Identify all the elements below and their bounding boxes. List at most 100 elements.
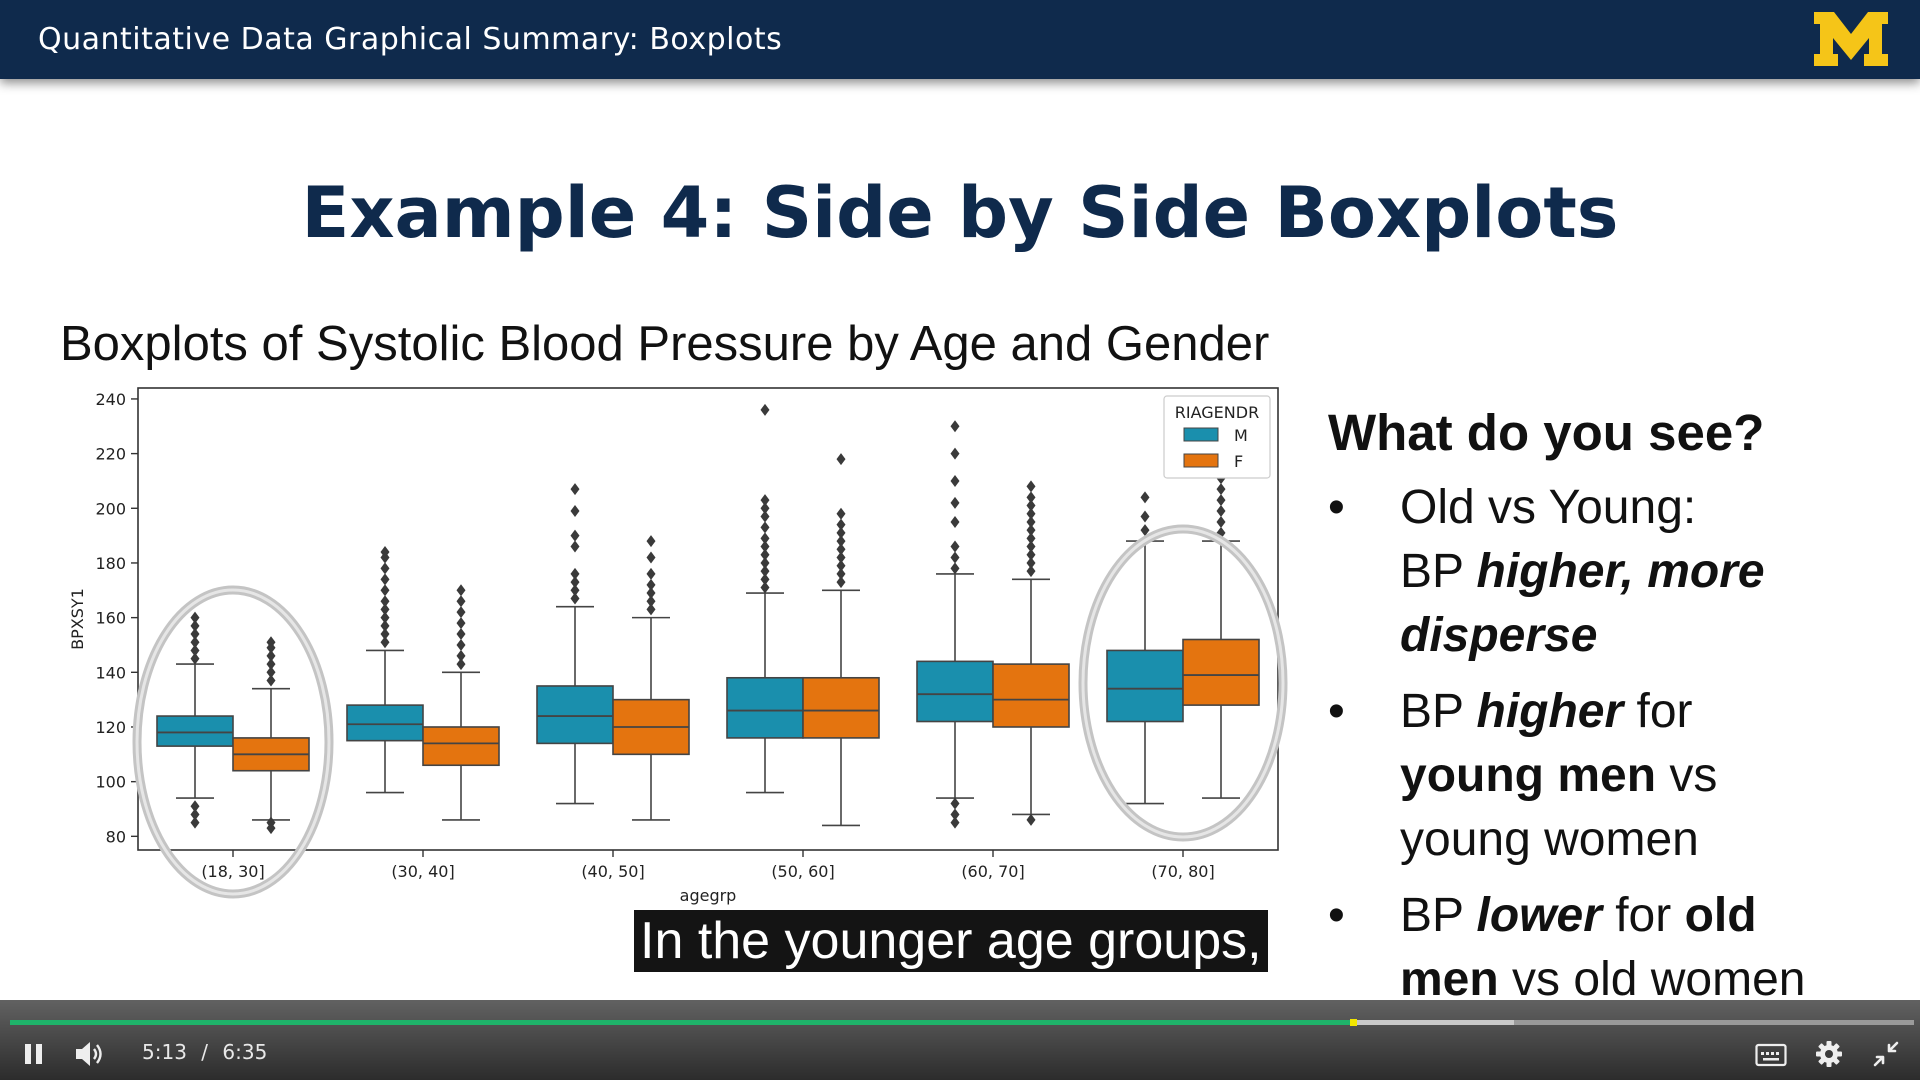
- logo-m-shape: [1814, 12, 1888, 66]
- captions-icon[interactable]: [1755, 1043, 1787, 1067]
- outlier-point: [760, 510, 770, 523]
- outlier-point: [570, 505, 580, 518]
- box-f-2: [612, 535, 690, 821]
- outlier-point: [570, 529, 580, 542]
- header-title: Quantitative Data Graphical Summary: Box…: [38, 22, 783, 57]
- box-f-3: [802, 453, 880, 827]
- outlier-point: [646, 603, 656, 616]
- x-tick-label: (60, 70]: [961, 862, 1024, 881]
- outlier-point: [1026, 540, 1036, 553]
- outlier-point: [456, 584, 466, 597]
- outlier-point: [950, 515, 960, 528]
- bullet-2-bold: young men: [1400, 749, 1657, 802]
- y-tick-label: 200: [95, 499, 126, 518]
- observation-bullet-1: • Old vs Young: BP higher, more disperse: [1328, 476, 1908, 668]
- box-f-1: [422, 584, 500, 821]
- y-tick-label: 80: [106, 827, 126, 846]
- outlier-point: [760, 548, 770, 561]
- seek-bar-thumb[interactable]: [1350, 1019, 1358, 1026]
- slide-title: Example 4: Side by Side Boxplots: [301, 172, 1619, 254]
- bullet-2-emphasis: higher: [1476, 685, 1624, 738]
- box-iqr: [802, 676, 880, 739]
- legend-swatch-m: [1183, 427, 1219, 442]
- settings-icon[interactable]: [1815, 1040, 1843, 1068]
- y-tick-label: 140: [95, 663, 126, 682]
- outlier-point: [950, 808, 960, 821]
- outlier-point: [190, 628, 200, 641]
- outlier-point: [380, 603, 390, 616]
- outlier-point: [570, 592, 580, 605]
- outlier-point: [760, 581, 770, 594]
- y-axis: 80 100 120 140 160 180 200 220 240: [95, 390, 138, 846]
- box-iqr: [992, 663, 1070, 728]
- observation-bullet-2: • BP higher for young men vs young women: [1328, 680, 1908, 872]
- player-controls-bar: [0, 1000, 1920, 1080]
- bullet-2-line-1: BP higher for: [1400, 680, 1908, 744]
- x-tick-label: (40, 50]: [581, 862, 644, 881]
- current-time: 5:13: [142, 1040, 187, 1064]
- outlier-point: [1140, 491, 1150, 504]
- video-caption: In the younger age groups,: [634, 910, 1268, 972]
- pause-icon[interactable]: [22, 1042, 46, 1066]
- legend-title: RIAGENDR: [1175, 403, 1259, 422]
- outlier-point: [190, 816, 200, 829]
- box-iqr: [156, 715, 234, 747]
- box-iqr: [1106, 649, 1184, 723]
- legend-swatch-f: [1183, 453, 1219, 468]
- box-series: [156, 403, 1260, 835]
- y-tick-label: 180: [95, 554, 126, 573]
- x-tick-label: (18, 30]: [201, 862, 264, 881]
- seek-bar[interactable]: [10, 1019, 1914, 1026]
- bullet-3-bold: old: [1684, 889, 1757, 942]
- bullet-3-text-2: for: [1601, 889, 1685, 942]
- observations-question: What do you see?: [1328, 404, 1765, 461]
- outlier-point: [456, 649, 466, 662]
- duration: 6:35: [222, 1040, 268, 1064]
- outlier-point: [266, 658, 276, 671]
- bullet-dot: •: [1328, 889, 1345, 942]
- y-tick-label: 240: [95, 390, 126, 409]
- outlier-point: [760, 403, 770, 416]
- outlier-point: [836, 535, 846, 548]
- outlier-point: [1216, 505, 1226, 518]
- outlier-point: [950, 551, 960, 564]
- outlier-point: [190, 800, 200, 813]
- outlier-point: [570, 576, 580, 589]
- outlier-point: [190, 611, 200, 624]
- outlier-point: [380, 546, 390, 559]
- box-iqr: [346, 704, 424, 742]
- outlier-point: [570, 483, 580, 496]
- outlier-point: [760, 521, 770, 534]
- volume-icon[interactable]: [74, 1040, 106, 1068]
- outlier-point: [836, 453, 846, 466]
- outlier-point: [1140, 524, 1150, 537]
- outlier-point: [266, 822, 276, 835]
- outlier-point: [836, 526, 846, 539]
- outlier-point: [950, 474, 960, 487]
- box-f-4: [992, 480, 1070, 826]
- x-tick-label: (30, 40]: [391, 862, 454, 881]
- exit-fullscreen-icon[interactable]: [1873, 1041, 1899, 1067]
- box-iqr: [536, 685, 614, 745]
- bullet-1-emphasis: higher, more: [1476, 545, 1765, 598]
- outlier-point: [1026, 507, 1036, 520]
- box-f-5: [1182, 472, 1260, 799]
- outlier-point: [266, 666, 276, 679]
- outlier-point: [836, 567, 846, 580]
- outlier-point: [1026, 556, 1036, 569]
- outlier-point: [836, 576, 846, 589]
- time-separator: /: [201, 1040, 209, 1064]
- legend-label-f: F: [1234, 452, 1243, 471]
- outlier-point: [1140, 510, 1150, 523]
- outlier-point: [950, 496, 960, 509]
- bullet-3-text: BP: [1400, 889, 1477, 942]
- outlier-point: [950, 562, 960, 575]
- y-tick-label: 100: [95, 773, 126, 792]
- box-iqr: [1182, 638, 1260, 706]
- box-m-2: [536, 483, 614, 805]
- outlier-point: [950, 540, 960, 553]
- outlier-point: [190, 636, 200, 649]
- outlier-point: [456, 658, 466, 671]
- outlier-point: [380, 619, 390, 632]
- outlier-point: [380, 628, 390, 641]
